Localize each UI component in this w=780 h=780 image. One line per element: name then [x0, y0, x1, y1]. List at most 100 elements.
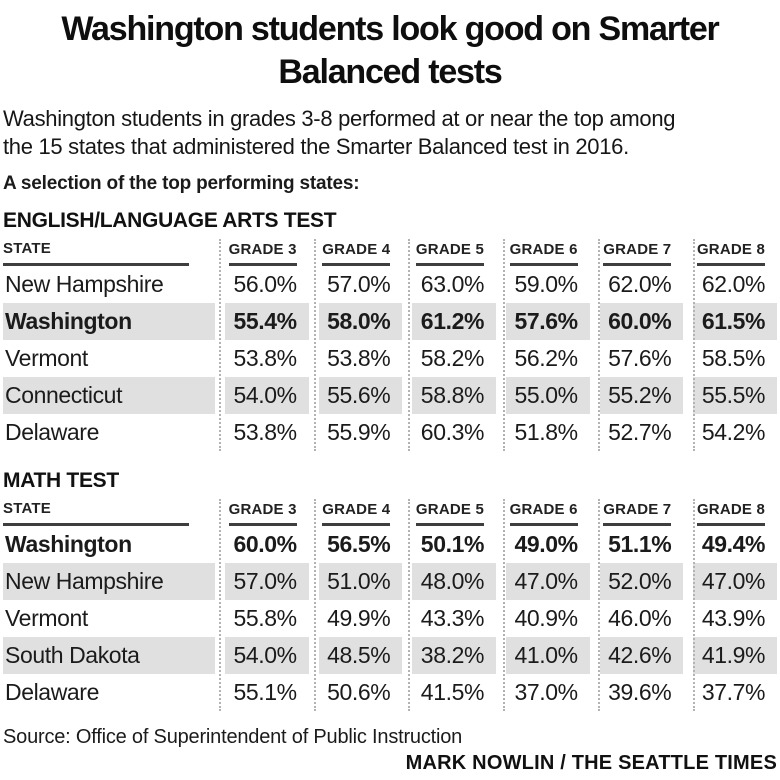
- state-header-cell: STATE: [3, 500, 215, 526]
- score-value-cell: 51.8%: [514, 419, 578, 445]
- grade-header-cell: GRADE 4: [319, 501, 403, 526]
- column-separator-dotted-line: [408, 239, 410, 451]
- score-value-cell: 50.6%: [327, 679, 391, 705]
- table-row: New Hampshire 56.0% 57.0% 63.0% 59.0% 62.0% 62…: [3, 266, 777, 303]
- table-row: Washington 55.4% 58.0% 61.2% 57.6% 60.0% 61.5%: [3, 303, 778, 340]
- score-value-cell: 52.0%: [599, 563, 684, 600]
- grade-header-cell: GRADE 5: [412, 241, 496, 266]
- grade-header-label: GRADE 3: [228, 501, 297, 526]
- ela-table: STATE GRADE 3 GRADE 4 GRADE 5 GRADE 6 GRADE 7…: [3, 239, 778, 451]
- grade-header-label: GRADE 6: [509, 501, 578, 526]
- score-value-cell: 60.3%: [420, 419, 485, 445]
- grade-header-cell: GRADE 5: [412, 501, 496, 526]
- grade-header-label: GRADE 6: [509, 241, 578, 266]
- state-header-label: STATE: [3, 240, 189, 266]
- score-value-cell: 46.0%: [608, 605, 672, 631]
- score-value-cell: 43.9%: [701, 605, 766, 631]
- score-value-cell: 55.9%: [327, 419, 391, 445]
- column-separator-dotted-line: [314, 499, 316, 711]
- score-value-cell: 59.0%: [514, 271, 578, 297]
- grade-header-cell: GRADE 3: [225, 241, 309, 266]
- score-value-cell: 48.5%: [318, 637, 403, 674]
- math-section: MATH TEST STATE GRADE 3 GRADE 4 GRADE 5 GRAD…: [3, 469, 778, 711]
- score-value-cell: 53.8%: [327, 345, 391, 371]
- grade-header-cell: GRADE 8: [693, 241, 777, 266]
- score-value-cell: 48.0%: [412, 563, 497, 600]
- table-row: New Hampshire 57.0% 51.0% 48.0% 47.0% 52.0% 47…: [3, 563, 778, 600]
- score-value-cell: 54.0%: [225, 637, 309, 674]
- grade-header-label: GRADE 8: [696, 241, 766, 266]
- score-value-cell: 58.0%: [318, 303, 403, 340]
- grade-header-label: GRADE 4: [322, 241, 391, 266]
- score-value-cell: 41.0%: [506, 637, 590, 674]
- score-value-cell: 54.2%: [701, 419, 766, 445]
- grade-header-cell: GRADE 6: [506, 241, 590, 266]
- state-name-cell: Delaware: [5, 419, 99, 445]
- state-name-cell: Washington: [3, 303, 215, 340]
- score-value-cell: 60.0%: [599, 303, 684, 340]
- score-value-cell: 62.0%: [608, 271, 672, 297]
- score-value-cell: 49.0%: [514, 531, 578, 557]
- score-value-cell: 56.0%: [233, 271, 297, 297]
- grade-header-label: GRADE 4: [322, 501, 391, 526]
- score-value-cell: 60.0%: [233, 531, 297, 557]
- score-value-cell: 47.0%: [506, 563, 590, 600]
- state-name-cell: Vermont: [5, 605, 88, 631]
- section-title-math: MATH TEST: [3, 469, 119, 492]
- state-name-cell: Connecticut: [3, 377, 215, 414]
- score-value-cell: 51.1%: [608, 531, 672, 557]
- score-value-cell: 52.7%: [608, 419, 672, 445]
- score-value-cell: 39.6%: [608, 679, 672, 705]
- state-name-cell: Washington: [5, 531, 132, 557]
- score-value-cell: 56.2%: [514, 345, 578, 371]
- score-value-cell: 55.6%: [318, 377, 403, 414]
- score-value-cell: 41.9%: [693, 637, 778, 674]
- score-value-cell: 54.0%: [225, 377, 309, 414]
- table-row: Connecticut 54.0% 55.6% 58.8% 55.0% 55.2% 55.5…: [3, 377, 778, 414]
- score-value-cell: 53.8%: [233, 345, 297, 371]
- score-value-cell: 61.5%: [693, 303, 778, 340]
- grade-header-label: GRADE 5: [415, 241, 485, 266]
- column-separator-dotted-line: [598, 239, 600, 451]
- score-value-cell: 50.1%: [420, 531, 485, 557]
- table-row: South Dakota 54.0% 48.5% 38.2% 41.0% 42.6% 41.…: [3, 637, 778, 674]
- column-separator-dotted-line: [219, 239, 221, 451]
- column-separator-dotted-line: [314, 239, 316, 451]
- score-value-cell: 57.0%: [225, 563, 309, 600]
- score-value-cell: 43.3%: [420, 605, 485, 631]
- score-value-cell: 55.8%: [233, 605, 297, 631]
- grade-header-label: GRADE 7: [603, 501, 672, 526]
- grade-header-label: GRADE 5: [415, 501, 485, 526]
- table-row: Delaware 55.1% 50.6% 41.5% 37.0% 39.6% 37.7%: [3, 674, 777, 711]
- score-value-cell: 57.6%: [608, 345, 672, 371]
- title-line-1: Washington students look good on Smarter: [61, 10, 719, 48]
- score-value-cell: 53.8%: [233, 419, 297, 445]
- score-value-cell: 47.0%: [693, 563, 778, 600]
- table-row: Vermont 53.8% 53.8% 58.2% 56.2% 57.6% 58.5%: [3, 340, 777, 377]
- state-name-cell: South Dakota: [3, 637, 215, 674]
- score-value-cell: 41.5%: [420, 679, 485, 705]
- column-separator-dotted-line: [408, 499, 410, 711]
- state-name-cell: New Hampshire: [5, 271, 164, 297]
- grade-header-cell: GRADE 4: [319, 241, 403, 266]
- score-value-cell: 42.6%: [599, 637, 684, 674]
- table-row: Washington 60.0% 56.5% 50.1% 49.0% 51.1% 49.4%: [3, 526, 777, 563]
- column-separator-dotted-line: [219, 499, 221, 711]
- state-name-cell: New Hampshire: [3, 563, 215, 600]
- state-header-cell: STATE: [3, 240, 215, 266]
- table-header-row: STATE GRADE 3 GRADE 4 GRADE 5 GRADE 6 GRADE 7…: [3, 499, 777, 526]
- score-value-cell: 37.7%: [701, 679, 766, 705]
- table-row: Delaware 53.8% 55.9% 60.3% 51.8% 52.7% 54.2%: [3, 414, 777, 451]
- grade-header-label: GRADE 3: [228, 241, 297, 266]
- score-value-cell: 57.6%: [506, 303, 590, 340]
- state-header-label: STATE: [3, 500, 189, 526]
- score-value-cell: 40.9%: [514, 605, 578, 631]
- intro-text: A selection of the top performing states…: [3, 173, 360, 194]
- score-value-cell: 58.2%: [420, 345, 485, 371]
- grade-header-cell: GRADE 7: [600, 501, 684, 526]
- score-value-cell: 61.2%: [412, 303, 497, 340]
- score-value-cell: 49.4%: [701, 531, 766, 557]
- score-value-cell: 58.5%: [701, 345, 766, 371]
- source-text: Source: Office of Superintendent of Publ…: [3, 726, 463, 748]
